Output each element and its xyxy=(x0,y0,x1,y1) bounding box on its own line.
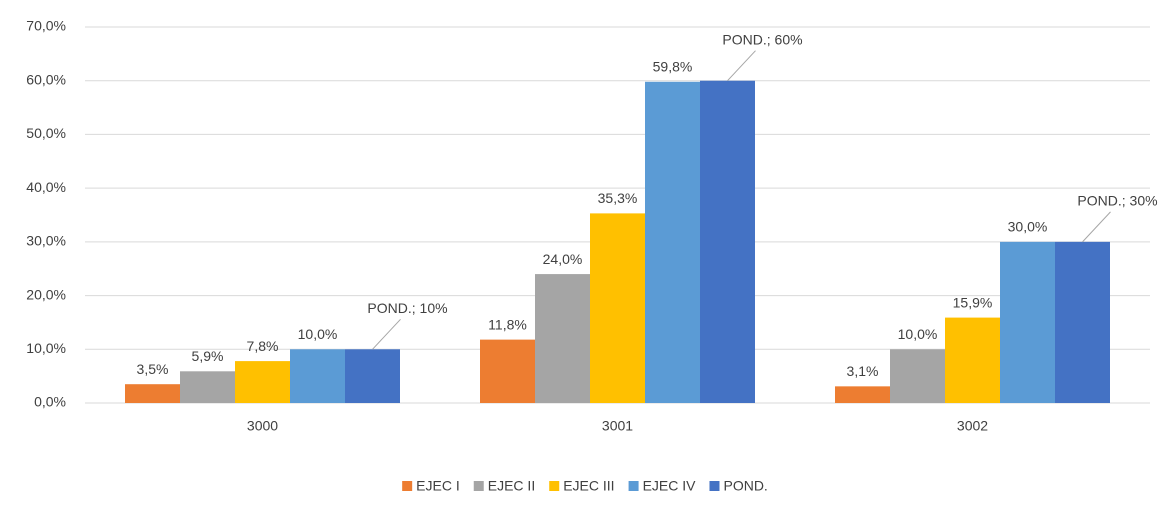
data-label: 11,8% xyxy=(488,316,527,332)
bar xyxy=(645,81,700,403)
bar xyxy=(700,80,755,403)
data-label: POND.; 30% xyxy=(1077,193,1157,209)
data-label: 15,9% xyxy=(953,294,993,310)
bar xyxy=(345,349,400,403)
legend-label: POND. xyxy=(723,478,767,494)
x-tick-label: 3002 xyxy=(957,418,988,434)
legend-swatch xyxy=(473,481,484,491)
legend-swatch xyxy=(709,481,720,491)
bar xyxy=(290,349,345,403)
data-label: 30,0% xyxy=(1008,219,1048,235)
data-label: 59,8% xyxy=(653,58,693,74)
y-tick-label: 30,0% xyxy=(26,233,66,249)
bar xyxy=(480,339,535,403)
legend-swatch xyxy=(402,481,413,491)
bar xyxy=(235,361,290,403)
bar xyxy=(180,371,235,403)
y-tick-label: 70,0% xyxy=(26,18,66,34)
legend-label: EJEC II xyxy=(488,478,535,494)
bar xyxy=(945,317,1000,403)
data-label: 10,0% xyxy=(298,326,338,342)
bar xyxy=(890,349,945,403)
data-label: 3,5% xyxy=(137,361,169,377)
legend-swatch xyxy=(549,481,560,491)
y-tick-label: 40,0% xyxy=(26,179,66,195)
data-label: POND.; 60% xyxy=(722,31,802,47)
data-label: 10,0% xyxy=(898,326,938,342)
bar xyxy=(835,386,890,403)
x-tick-label: 3001 xyxy=(602,418,633,434)
y-tick-label: 60,0% xyxy=(26,71,66,87)
data-label: 5,9% xyxy=(192,348,224,364)
leader-line xyxy=(727,50,756,82)
data-label: 7,8% xyxy=(247,338,279,354)
data-label: POND.; 10% xyxy=(367,300,447,316)
bar xyxy=(535,274,590,403)
legend-label: EJEC IV xyxy=(643,478,697,494)
y-tick-label: 50,0% xyxy=(26,125,66,141)
x-tick-label: 3000 xyxy=(247,418,278,434)
y-tick-label: 20,0% xyxy=(26,286,66,302)
legend-label: EJEC III xyxy=(563,478,614,494)
legend-swatch xyxy=(628,481,639,491)
bar xyxy=(1055,241,1110,403)
legend-label: EJEC I xyxy=(416,478,460,494)
leader-line xyxy=(372,318,401,350)
y-tick-label: 0,0% xyxy=(34,394,66,410)
y-tick-label: 10,0% xyxy=(26,340,66,356)
leader-line xyxy=(1082,211,1111,243)
bar xyxy=(590,213,645,403)
data-label: 35,3% xyxy=(598,190,638,206)
data-label: 3,1% xyxy=(847,363,879,379)
data-label: 24,0% xyxy=(543,251,583,267)
bar xyxy=(125,384,180,403)
bar xyxy=(1000,241,1055,403)
